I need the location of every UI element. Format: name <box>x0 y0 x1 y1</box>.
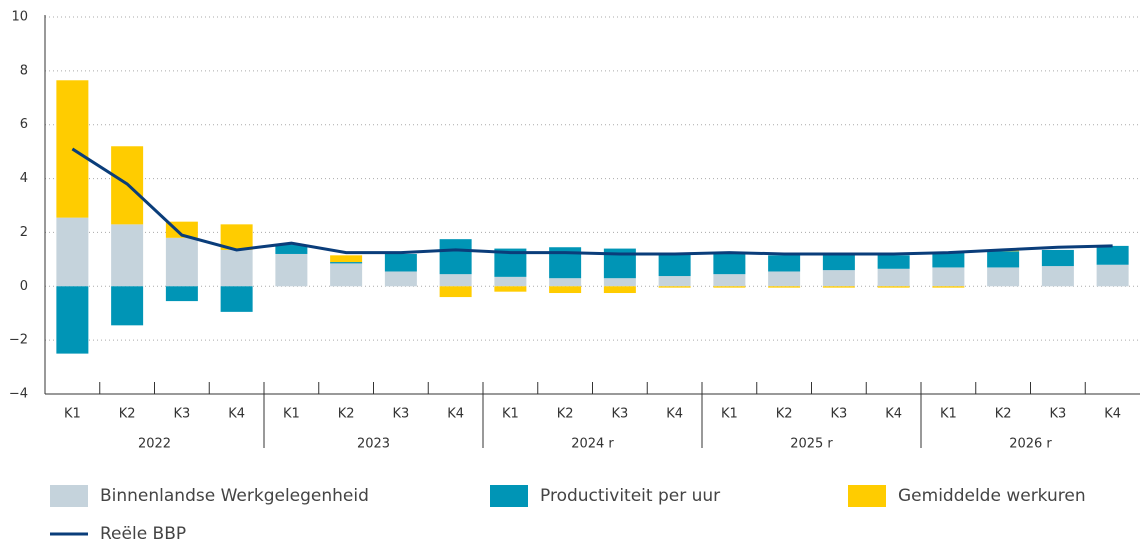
x-tick-label: K2 <box>338 407 355 422</box>
bar-segment <box>768 271 801 287</box>
group-label: 2022 <box>138 437 171 452</box>
x-tick-label: K3 <box>392 407 409 422</box>
bar-segment <box>494 276 527 287</box>
bar-segment <box>220 286 253 312</box>
bar-segment <box>384 271 417 287</box>
group-label: 2023 <box>357 437 390 452</box>
x-tick-label: K2 <box>119 407 136 422</box>
y-tick-label: 10 <box>11 10 28 25</box>
bar-segment <box>275 244 308 254</box>
bar-segment <box>603 278 636 287</box>
bar-segment <box>220 249 253 287</box>
y-tick-label: −4 <box>9 387 28 402</box>
bar-segment <box>56 286 89 354</box>
bar-segment <box>658 286 691 288</box>
group-label: 2026 r <box>1009 437 1052 452</box>
bar-segment <box>439 239 472 275</box>
bar-segment <box>111 224 144 287</box>
x-tick-label: K2 <box>776 407 793 422</box>
y-tick-label: 6 <box>20 117 28 132</box>
legend-label: Reële BBP <box>100 524 186 542</box>
bar-segment <box>713 286 746 288</box>
legend-swatch <box>490 485 528 507</box>
x-tick-label: K4 <box>1104 407 1121 422</box>
bar-segment <box>275 253 308 287</box>
x-tick-label: K4 <box>228 407 245 422</box>
bar-segment <box>877 286 910 288</box>
x-tick-label: K3 <box>173 407 190 422</box>
x-tick-label: K4 <box>447 407 464 422</box>
x-tick-label: K2 <box>557 407 574 422</box>
bar-segment <box>56 217 89 287</box>
x-tick-label: K1 <box>721 407 738 422</box>
bar-segment <box>932 267 965 287</box>
x-tick-label: K1 <box>502 407 519 422</box>
y-tick-label: 0 <box>20 279 28 294</box>
x-tick-label: K1 <box>940 407 957 422</box>
x-tick-label: K4 <box>885 407 902 422</box>
y-tick-label: 8 <box>20 63 28 78</box>
x-tick-label: K1 <box>283 407 300 422</box>
y-tick-label: −2 <box>9 333 28 348</box>
bar-segment <box>713 253 746 275</box>
legend-swatch <box>50 485 88 507</box>
x-tick-label: K1 <box>64 407 81 422</box>
x-tick-label: K2 <box>995 407 1012 422</box>
bar-segment <box>330 262 363 264</box>
bar-segment <box>1096 264 1129 287</box>
bar-segment <box>877 268 910 287</box>
bar-segment <box>987 267 1020 287</box>
x-tick-label: K4 <box>666 407 683 422</box>
bar-segment <box>932 252 965 268</box>
legend-label: Productiviteit per uur <box>540 486 720 506</box>
bar-segment <box>494 286 527 292</box>
legend-swatch <box>848 485 886 507</box>
bar-segment <box>1096 245 1129 265</box>
line <box>71 147 1113 256</box>
bar-segment <box>330 255 363 263</box>
bar-segment <box>877 255 910 269</box>
bar-segment <box>822 270 855 287</box>
bar-segment <box>165 237 198 287</box>
bar-segment <box>1041 266 1074 287</box>
bar-segment <box>822 286 855 288</box>
x-tick-label: K3 <box>611 407 628 422</box>
bar-segment <box>987 251 1020 268</box>
group-label: 2025 r <box>790 437 833 452</box>
bar-segment <box>603 286 636 294</box>
bar-segment <box>768 255 801 272</box>
bar-segment <box>822 255 855 271</box>
legend-label: Gemiddelde werkuren <box>898 486 1086 506</box>
bar-segment <box>111 286 144 326</box>
bar-segment <box>439 274 472 287</box>
bar-segment <box>439 286 472 298</box>
bar-segment <box>549 286 582 294</box>
bar-segment <box>932 286 965 288</box>
bar-segment <box>713 274 746 287</box>
x-tick-label: K3 <box>830 407 847 422</box>
legend-label: Binnenlandse Werkgelegenheid <box>100 486 369 506</box>
x-tick-label: K3 <box>1049 407 1066 422</box>
y-tick-label: 4 <box>20 171 28 186</box>
bar-segment <box>658 254 691 277</box>
bar-segment <box>658 276 691 287</box>
bar-segment <box>549 278 582 287</box>
bar-segment <box>384 253 417 272</box>
bar-segment <box>768 286 801 288</box>
y-tick-label: 2 <box>20 225 28 240</box>
bar-segment <box>1041 249 1074 267</box>
bar-segment <box>165 286 198 302</box>
group-label: 2024 r <box>571 437 614 452</box>
bar-segment <box>330 263 363 287</box>
